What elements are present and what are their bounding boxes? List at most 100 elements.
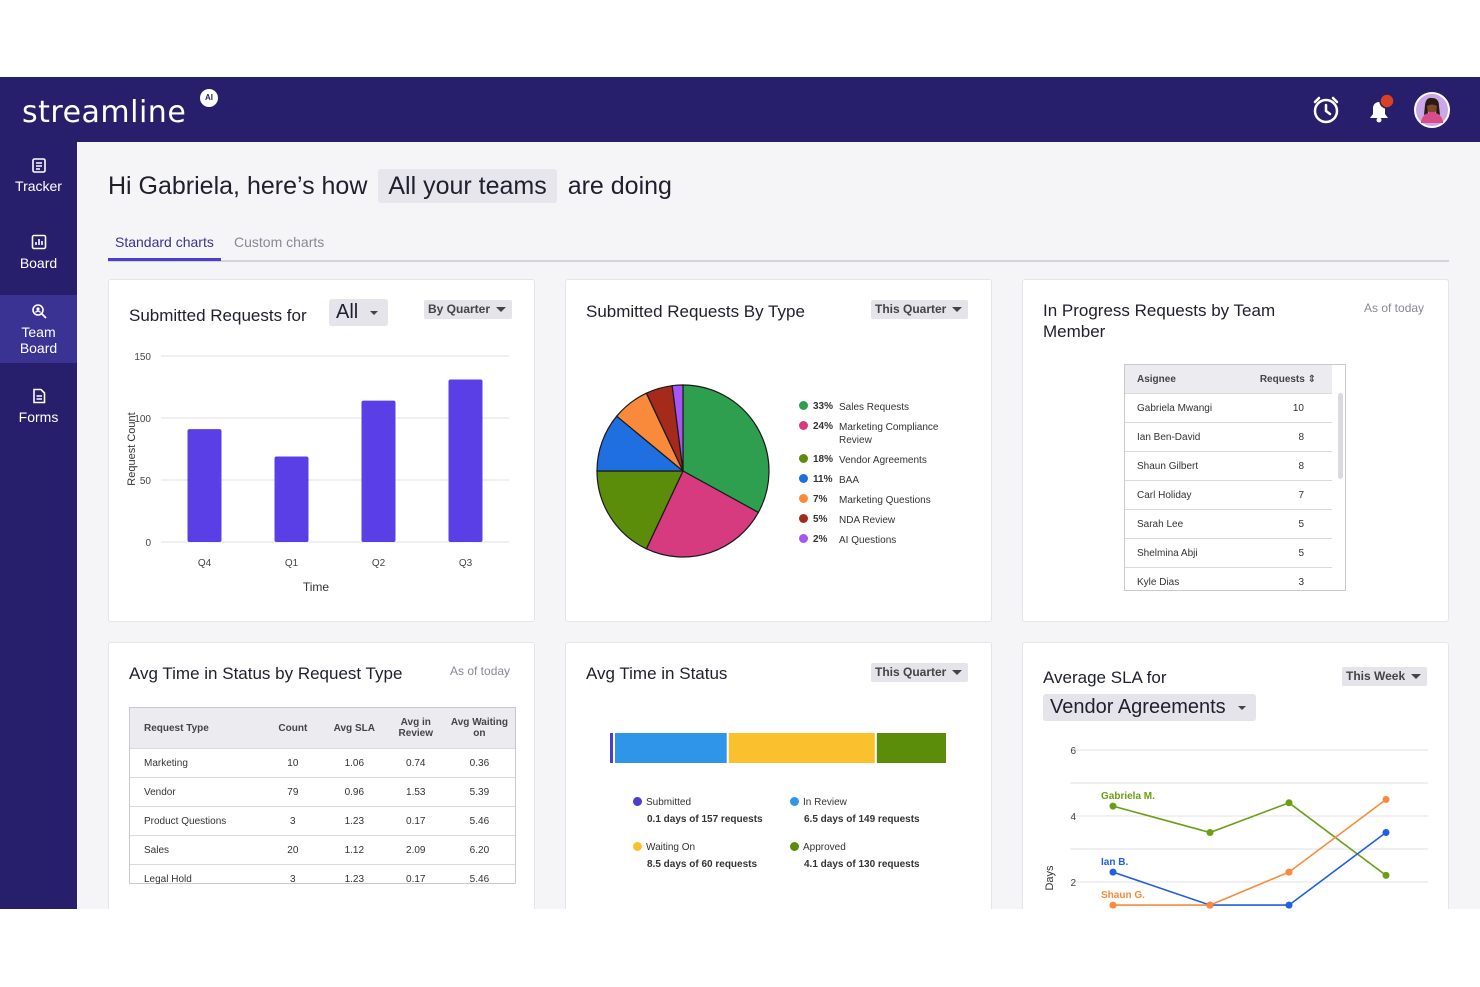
segment-waiting-on bbox=[728, 733, 875, 763]
sidebar-item-label: Team Board bbox=[19, 324, 58, 356]
alarm-clock-icon[interactable] bbox=[1307, 91, 1345, 129]
submitted-requests-card: Submitted Requests for All By Quarter 0 5… bbox=[108, 279, 535, 622]
legend-percent: 7% bbox=[813, 494, 828, 505]
request-filter-dropdown[interactable]: All bbox=[329, 299, 389, 326]
table-cell: 0.36 bbox=[443, 748, 515, 778]
greeting-prefix: Hi Gabriela, here’s how bbox=[108, 172, 368, 200]
request-type-table: Request Type Count Avg SLA Avg in Review… bbox=[129, 707, 516, 893]
requests-cell: 8 bbox=[1238, 451, 1332, 481]
legend-item: 2% AI Questions bbox=[799, 534, 896, 547]
table-row[interactable]: Shaun Gilbert 8 bbox=[1125, 451, 1332, 481]
request-type-dropdown[interactable]: Vendor Agreements bbox=[1043, 694, 1256, 721]
table-cell: 0.74 bbox=[387, 748, 444, 778]
legend-label: AI Questions bbox=[839, 535, 897, 546]
as-of-label: As of today bbox=[1364, 301, 1425, 315]
column-header[interactable]: Count bbox=[264, 708, 321, 749]
period-dropdown[interactable]: This Quarter bbox=[871, 300, 969, 319]
card-title: In Progress Requests by Team Member bbox=[1043, 301, 1276, 341]
legend-dot bbox=[799, 494, 808, 503]
team-selector[interactable]: All your teams bbox=[378, 169, 557, 203]
sort-icon[interactable]: ⇕ bbox=[1307, 373, 1316, 385]
legend-dot bbox=[633, 842, 642, 851]
table-row[interactable]: Carl Holiday 7 bbox=[1125, 480, 1332, 510]
period-dropdown[interactable]: This Week bbox=[1342, 667, 1428, 686]
legend-label: BAA bbox=[839, 475, 860, 486]
sidebar-item-label: Board bbox=[19, 255, 58, 271]
data-point bbox=[1285, 901, 1293, 909]
avg-time-by-type-card: Avg Time in Status by Request Type As of… bbox=[108, 642, 535, 909]
column-header[interactable]: Avg Waiting on bbox=[443, 708, 515, 749]
sidebar-item-team-board[interactable]: Team Board bbox=[0, 295, 77, 363]
x-axis-label: Time bbox=[303, 580, 330, 594]
column-header[interactable]: Avg SLA bbox=[320, 708, 388, 749]
sidebar-item-label: Tracker bbox=[15, 178, 62, 194]
user-avatar[interactable] bbox=[1413, 91, 1451, 129]
table-row[interactable]: Sarah Lee 5 bbox=[1125, 509, 1332, 539]
legend-item: 11% BAA bbox=[799, 474, 859, 487]
legend-label: Marketing Compliance Review bbox=[839, 422, 939, 446]
period-dropdown[interactable]: By Quarter bbox=[424, 300, 513, 319]
period-dropdown[interactable]: This Quarter bbox=[871, 663, 969, 682]
column-header-requests[interactable]: Requests ⇕ bbox=[1238, 365, 1332, 394]
table-row[interactable]: Ian Ben-David 8 bbox=[1125, 422, 1332, 452]
requests-cell: 5 bbox=[1238, 538, 1332, 568]
board-icon bbox=[31, 234, 46, 250]
table-cell: 1.06 bbox=[320, 748, 388, 778]
status-legend-item: Submitted 0.1 days of 157 requests bbox=[633, 797, 763, 825]
table-row[interactable]: Legal Hold 3 1.23 0.17 5.46 bbox=[130, 864, 515, 893]
legend-dot bbox=[799, 401, 808, 410]
table-row[interactable]: Shelmina Abji 5 bbox=[1125, 538, 1332, 568]
segment-approved bbox=[876, 733, 946, 763]
sidebar-item-board[interactable]: Board bbox=[0, 233, 77, 293]
column-header[interactable]: Request Type bbox=[130, 708, 265, 749]
series-line bbox=[1112, 831, 1387, 906]
legend-item: 18% Vendor Agreements bbox=[799, 454, 927, 467]
table-scrollbar[interactable] bbox=[1338, 393, 1343, 479]
table-row[interactable]: Marketing 10 1.06 0.74 0.36 bbox=[130, 748, 515, 778]
line-chart: 2 4 6 Days Gabriela M. Ian B. Shaun G. bbox=[1044, 746, 1428, 909]
data-point bbox=[1382, 871, 1390, 879]
tab-standard-charts[interactable]: Standard charts bbox=[108, 234, 221, 261]
card-title: Submitted Requests for bbox=[129, 306, 307, 325]
table-cell: Legal Hold bbox=[130, 864, 265, 893]
status-detail: 6.5 days of 149 requests bbox=[804, 814, 920, 825]
legend-item: 5% NDA Review bbox=[799, 514, 895, 527]
avg-time-status-card: Avg Time in Status This Quarter Submitte… bbox=[565, 642, 992, 909]
y-tick-label: 2 bbox=[1070, 878, 1076, 889]
legend-percent: 11% bbox=[813, 474, 833, 485]
table-row[interactable]: Sales 20 1.12 2.09 6.20 bbox=[130, 835, 515, 865]
table-cell: 3 bbox=[264, 864, 321, 893]
app-logo[interactable]: streamline bbox=[22, 95, 187, 130]
x-tick-label: Q1 bbox=[285, 558, 299, 569]
chart-tabs: Standard charts Custom charts bbox=[108, 234, 1449, 262]
y-tick-label: 150 bbox=[134, 352, 151, 363]
status-legend-item: Approved 4.1 days of 130 requests bbox=[790, 842, 920, 870]
assignee-cell: Shaun Gilbert bbox=[1125, 451, 1239, 481]
pie-chart bbox=[596, 384, 770, 558]
table-row[interactable]: Kyle Dias 3 bbox=[1125, 567, 1332, 590]
sidebar-item-forms[interactable]: Forms bbox=[0, 387, 77, 447]
table-cell: 5.46 bbox=[443, 806, 515, 836]
table-row[interactable]: Gabriela Mwangi 10 bbox=[1125, 393, 1332, 423]
requests-cell: 10 bbox=[1238, 393, 1332, 423]
legend-dot bbox=[799, 421, 808, 430]
pie-slice bbox=[596, 470, 684, 550]
table-cell: 6.20 bbox=[443, 835, 515, 865]
y-tick-label: 100 bbox=[134, 414, 151, 425]
bell-icon[interactable] bbox=[1360, 91, 1398, 129]
sidebar-item-tracker[interactable]: Tracker bbox=[0, 156, 77, 216]
legend-label: Marketing Questions bbox=[839, 495, 931, 506]
sidebar-item-label: Forms bbox=[18, 409, 59, 425]
series-line bbox=[1112, 801, 1387, 877]
table-row[interactable]: Vendor 79 0.96 1.53 5.39 bbox=[130, 777, 515, 807]
column-header-assignee[interactable]: Asignee bbox=[1125, 365, 1239, 394]
card-title: Average SLA for bbox=[1043, 668, 1167, 687]
column-header[interactable]: Avg in Review bbox=[387, 708, 444, 749]
status-name: Approved bbox=[803, 842, 846, 853]
data-point bbox=[1109, 901, 1117, 909]
data-point bbox=[1206, 829, 1214, 836]
y-axis-label: Days bbox=[1044, 865, 1056, 891]
table-row[interactable]: Product Questions 3 1.23 0.17 5.46 bbox=[130, 806, 515, 836]
table-cell: Marketing bbox=[130, 748, 265, 778]
tab-custom-charts[interactable]: Custom charts bbox=[234, 234, 325, 250]
